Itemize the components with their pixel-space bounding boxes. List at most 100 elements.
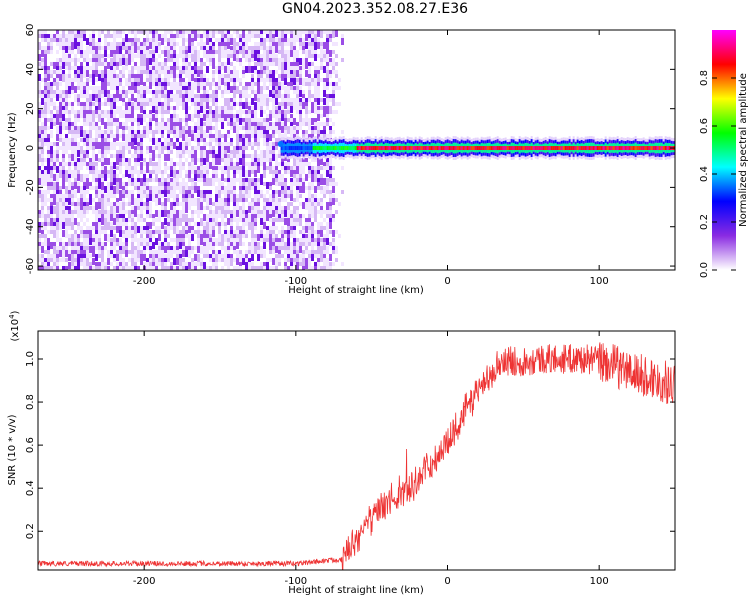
spectrogram-cell	[119, 158, 122, 165]
spectrogram-cell	[44, 30, 47, 34]
spectrogram-cell	[293, 182, 296, 186]
spectrogram-cell	[311, 54, 314, 58]
spectrogram-cell	[188, 74, 191, 78]
spectrogram-cell	[125, 58, 128, 62]
spectrogram-cell	[83, 198, 86, 202]
spectrogram-cell	[218, 242, 221, 246]
signal-core	[326, 146, 329, 151]
spectrogram-cell	[221, 186, 224, 193]
spectrogram-cell	[188, 222, 191, 226]
spectrogram-cell	[281, 254, 284, 258]
spectrogram-cell	[161, 266, 164, 270]
spectrogram-cell	[197, 214, 200, 218]
spectrogram-cell	[164, 110, 167, 114]
spectrogram-cell	[170, 250, 173, 254]
spectrogram-cell	[326, 102, 329, 106]
spectrogram-cell	[68, 66, 71, 70]
spectrogram-cell	[326, 170, 329, 177]
spectrogram-cell	[263, 86, 266, 90]
spectrogram-cell	[200, 138, 203, 142]
spectrogram-cell	[44, 78, 47, 85]
spectrogram-cell	[113, 258, 116, 262]
spectrogram-cell	[113, 218, 116, 225]
spectrogram-cell	[92, 198, 95, 202]
spectrogram-cell	[125, 82, 128, 86]
spectrogram-cell	[209, 98, 212, 102]
spectrogram-cell	[326, 210, 329, 214]
spectrogram-cell	[299, 114, 302, 118]
spectrogram-cell	[113, 78, 116, 82]
spectrogram-cell	[236, 118, 239, 122]
spectrogram-cell	[299, 46, 302, 50]
spectrogram-cell	[98, 158, 101, 162]
spectrogram-cell	[290, 166, 293, 170]
spectrogram-cell	[65, 98, 68, 102]
signal-core	[392, 146, 395, 151]
spectrogram-cell	[248, 86, 251, 90]
spectrogram-cell	[239, 262, 242, 269]
spectrogram-cell	[272, 198, 275, 202]
spectrogram-cell	[62, 198, 65, 202]
spectrogram-cell	[200, 38, 203, 42]
spectrogram-cell	[230, 74, 233, 78]
spectrogram-cell	[335, 102, 338, 106]
spectrogram-cell	[308, 194, 311, 198]
spectrogram-cell	[107, 98, 110, 105]
spectrogram-cell	[200, 146, 203, 153]
spectrogram-cell	[287, 86, 290, 90]
spectrogram-cell	[92, 30, 95, 34]
spectrogram-cell	[263, 50, 266, 54]
spectrogram-cell	[95, 266, 98, 270]
spectrogram-cell	[143, 58, 146, 62]
spectrogram-cell	[167, 90, 170, 97]
spectrogram-cell	[131, 218, 134, 222]
spectrogram-cell	[236, 258, 239, 265]
spectrogram-cell	[53, 90, 56, 94]
spectrogram-cell	[101, 226, 104, 230]
spectrogram-cell	[116, 238, 119, 245]
spectrogram-cell	[281, 58, 284, 62]
spectrogram-cell	[263, 254, 266, 258]
spectrogram-cell	[176, 254, 179, 258]
spectrogram-cell	[230, 122, 233, 129]
spectrogram-cell	[158, 130, 161, 134]
spectrogram-cell	[323, 98, 326, 105]
spectrogram-cell	[176, 142, 179, 146]
spectrogram-cell	[293, 30, 296, 34]
spectrogram-cell	[143, 250, 146, 254]
spectrogram-cell	[299, 194, 302, 198]
spectrogram-cell	[254, 246, 257, 250]
spectrogram-cell	[215, 242, 218, 246]
spectrogram-cell	[254, 238, 257, 242]
spectrogram-cell	[38, 130, 41, 134]
spectrogram-cell	[158, 258, 161, 262]
spectrogram-cell	[92, 186, 95, 190]
spectrogram-cell	[128, 266, 131, 270]
spectrogram-cell	[104, 226, 107, 230]
spectrogram-cell	[161, 70, 164, 74]
spectrogram-cell	[275, 170, 278, 174]
spectrogram-cell	[140, 46, 143, 50]
spectrogram-cell	[188, 202, 191, 206]
spectrogram-cell	[311, 166, 314, 170]
spectrogram-cell	[299, 110, 302, 117]
spectrogram-cell	[44, 198, 47, 202]
spectrogram-cell	[278, 50, 281, 54]
spectrogram-cell	[227, 178, 230, 185]
spectrogram-cell	[68, 62, 71, 66]
spectrogram-cell	[104, 202, 107, 206]
spectrogram-cell	[38, 30, 41, 34]
signal-core	[352, 146, 355, 151]
spectrogram-cell	[272, 210, 275, 217]
spectrogram-cell	[200, 250, 203, 254]
spectrogram-cell	[335, 110, 338, 114]
spectrogram-cell	[311, 46, 314, 50]
spectrogram-cell	[65, 230, 68, 234]
spectrogram-cell	[86, 66, 89, 70]
spectrogram-cell	[80, 82, 83, 86]
spectrogram-cell	[41, 62, 44, 66]
spectrogram-cell	[326, 98, 329, 102]
spectrogram-cell	[50, 254, 53, 258]
spectrogram-cell	[260, 122, 263, 126]
spectrogram-cell	[230, 54, 233, 58]
